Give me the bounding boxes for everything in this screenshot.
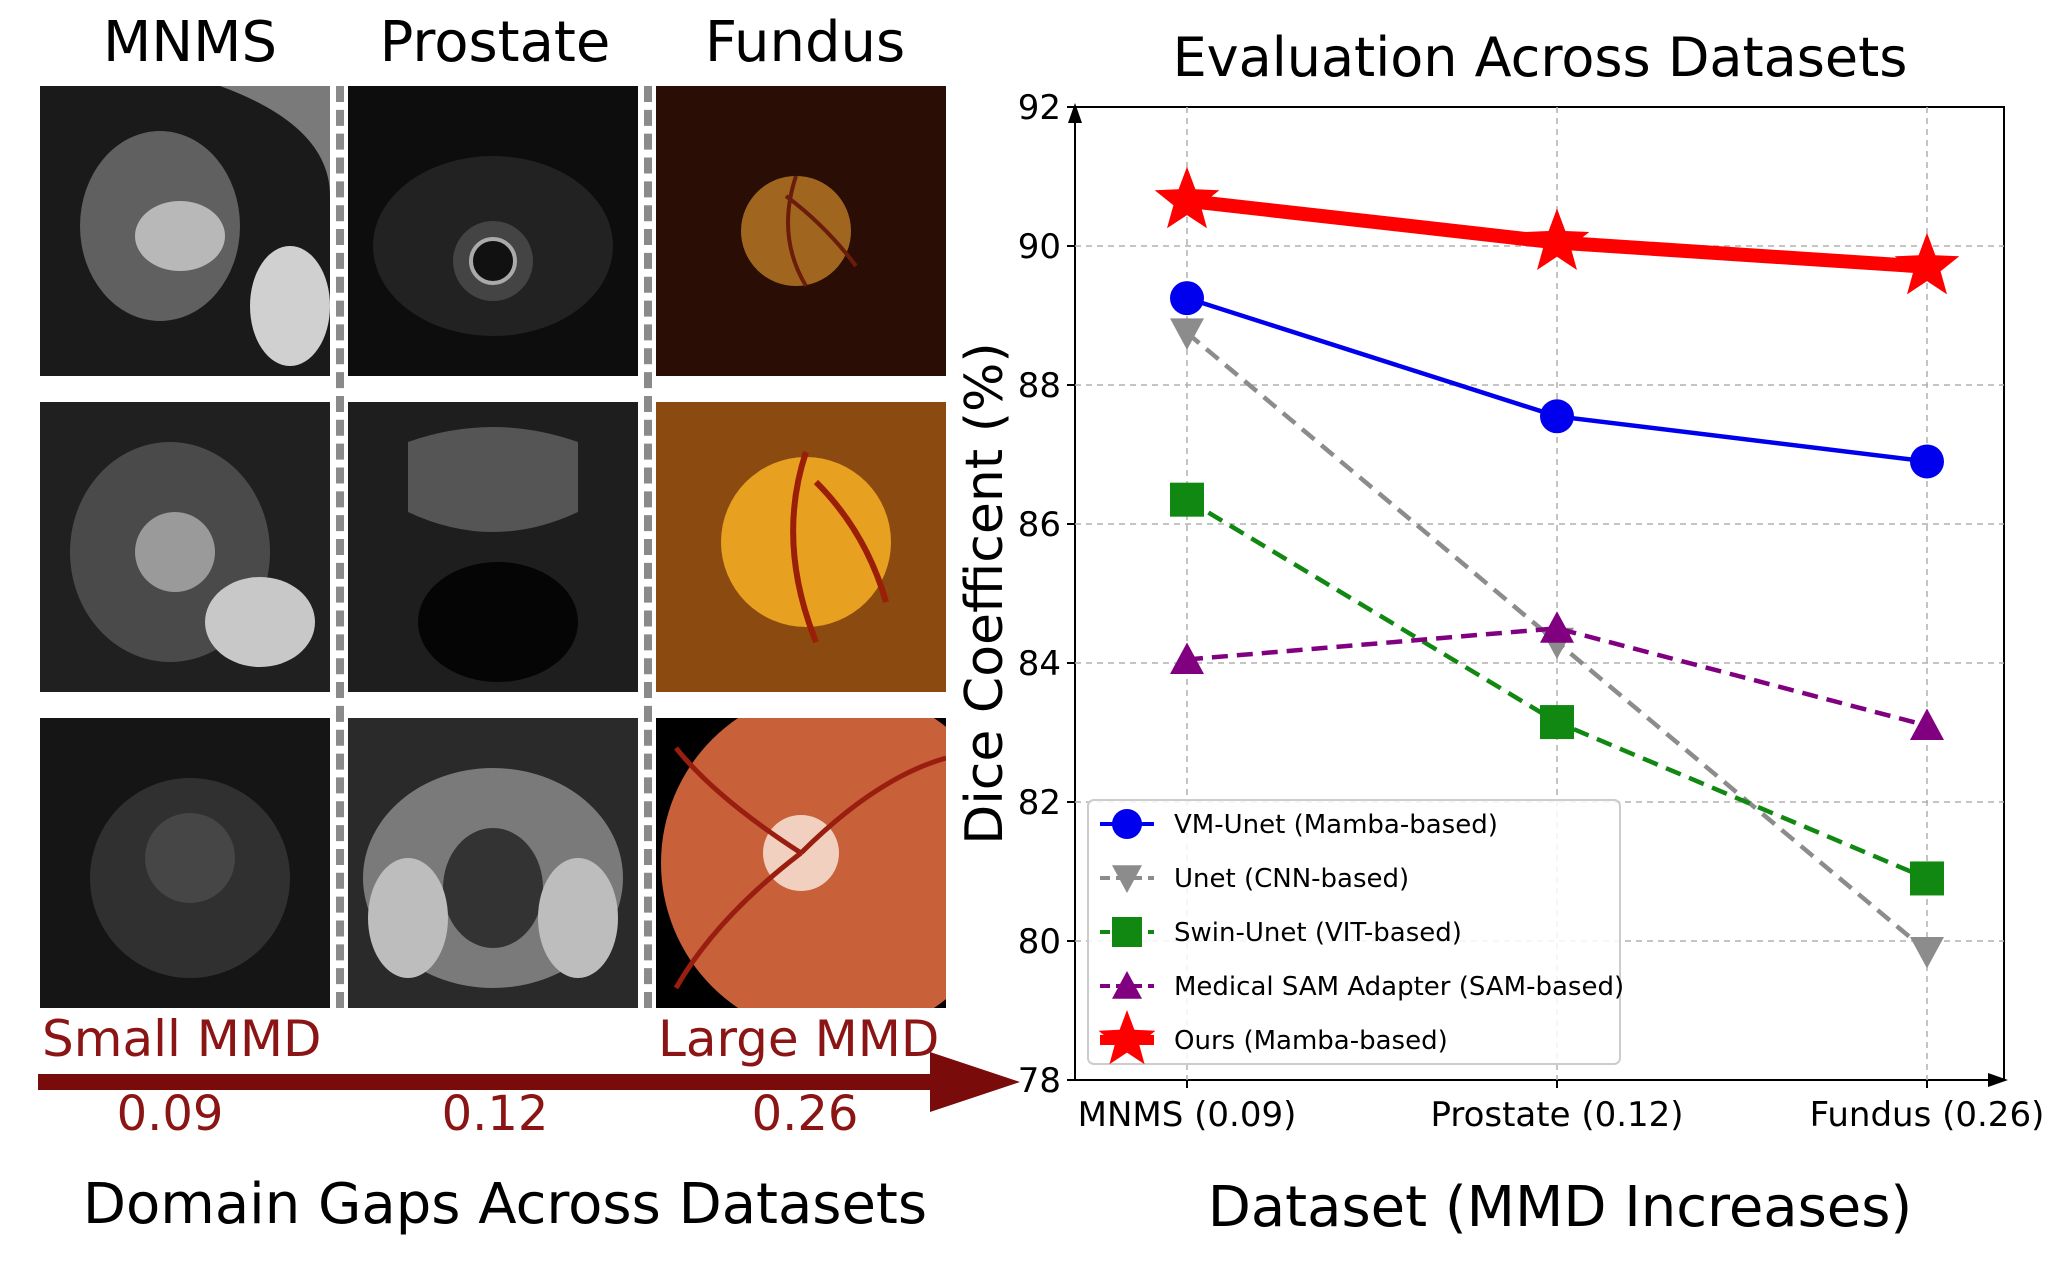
y-tick-label: 82 xyxy=(1018,783,1061,823)
y-tick-label: 90 xyxy=(1018,227,1061,267)
y-axis-label: Dice Coefficent (%) xyxy=(955,342,1015,844)
mnms-image-3 xyxy=(40,718,330,1008)
legend-marker xyxy=(1112,809,1142,839)
data-point-2-1 xyxy=(1540,705,1574,740)
data-point-3-1 xyxy=(1540,611,1574,643)
y-tick-label: 86 xyxy=(1018,505,1061,545)
chart-title: Evaluation Across Datasets xyxy=(1173,26,1908,89)
legend-entry: VM-Unet (Mamba-based) xyxy=(1174,810,1498,840)
mmd-arrow xyxy=(38,1052,1020,1112)
legend-entry: Ours (Mamba-based) xyxy=(1174,1026,1448,1056)
small-mmd-label: Small MMD xyxy=(42,1010,322,1068)
fundus-image-2 xyxy=(656,402,946,692)
y-axis-arrow xyxy=(1068,103,1082,123)
data-point-4-0 xyxy=(1154,166,1220,229)
data-point-3-0 xyxy=(1170,642,1204,674)
x-tick-label: MNMS (0.09) xyxy=(1078,1095,1297,1135)
prostate-image-3 xyxy=(348,718,638,1008)
data-point-3-2 xyxy=(1910,708,1944,740)
mnms-image-1 xyxy=(40,86,330,376)
mnms-image-2 xyxy=(40,402,330,692)
legend-entry: Medical SAM Adapter (SAM-based) xyxy=(1174,972,1624,1002)
y-tick-label: 84 xyxy=(1018,644,1061,684)
legend-entry: Unet (CNN-based) xyxy=(1174,864,1409,894)
x-axis-arrow xyxy=(1988,1073,2008,1087)
mmd-value-prostate: 0.12 xyxy=(441,1086,549,1142)
data-point-0-1 xyxy=(1540,399,1574,434)
legend-marker xyxy=(1098,1010,1156,1065)
data-point-4-1 xyxy=(1524,208,1590,270)
series-line-3 xyxy=(1186,626,1928,728)
fundus-image-3 xyxy=(656,718,946,1008)
data-point-0-2 xyxy=(1910,444,1944,479)
column-title-fundus: Fundus xyxy=(704,10,906,75)
left-caption: Domain Gaps Across Datasets xyxy=(82,1172,928,1237)
fundus-image-1 xyxy=(656,86,946,376)
x-tick-label: Prostate (0.12) xyxy=(1430,1095,1683,1135)
column-title-prostate: Prostate xyxy=(379,10,611,75)
legend-entry: Swin-Unet (VIT-based) xyxy=(1174,918,1462,948)
column-separator xyxy=(336,86,352,1008)
y-tick-label: 92 xyxy=(1018,88,1061,128)
column-title-mnms: MNMS xyxy=(102,10,278,75)
y-tick-label: 88 xyxy=(1018,366,1061,406)
legend-marker xyxy=(1112,865,1142,893)
x-axis-label: Dataset (MMD Increases) xyxy=(1208,1175,1913,1240)
prostate-image-1 xyxy=(348,86,638,376)
data-point-2-2 xyxy=(1910,861,1944,896)
legend-box xyxy=(1087,799,1621,1065)
legend-marker xyxy=(1112,917,1142,947)
series-line-0 xyxy=(1186,295,1928,464)
data-point-0-0 xyxy=(1170,281,1204,316)
y-tick-label: 80 xyxy=(1018,922,1061,962)
data-point-2-0 xyxy=(1170,482,1204,517)
prostate-image-2 xyxy=(348,402,638,692)
column-separator xyxy=(644,86,660,1008)
x-tick-label: Fundus (0.26) xyxy=(1810,1095,2045,1135)
large-mmd-label: Large MMD xyxy=(658,1010,940,1068)
plot-frame xyxy=(1074,106,2005,1081)
data-point-4-2 xyxy=(1894,232,1960,295)
data-point-1-0 xyxy=(1170,318,1204,350)
y-tick-label: 78 xyxy=(1018,1061,1061,1101)
legend-marker xyxy=(1112,971,1142,999)
mmd-value-mnms: 0.09 xyxy=(116,1086,224,1142)
mmd-value-fundus: 0.26 xyxy=(751,1086,859,1142)
data-point-1-2 xyxy=(1910,936,1944,969)
